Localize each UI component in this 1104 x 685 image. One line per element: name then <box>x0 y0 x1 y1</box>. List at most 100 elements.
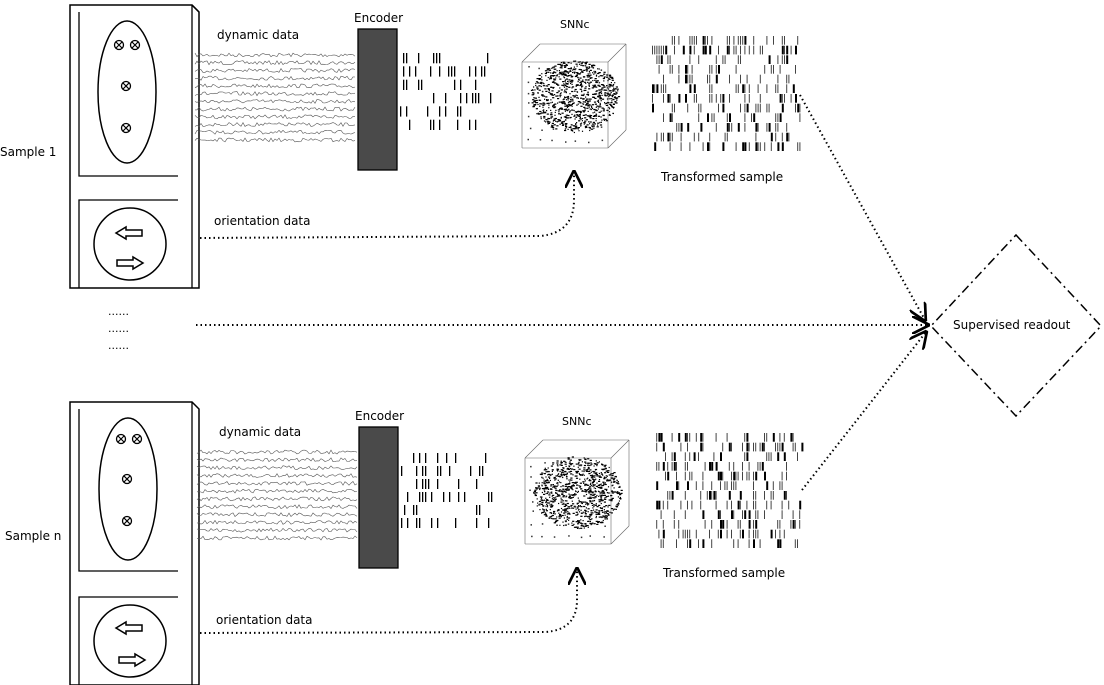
spike <box>475 66 477 77</box>
raster-spike <box>753 45 755 55</box>
raster-spike <box>731 500 732 510</box>
raster-spike <box>691 65 693 74</box>
raster-spike <box>781 142 784 151</box>
raster-spike <box>715 65 717 74</box>
raster-spike <box>689 36 691 45</box>
cross-circle-icon <box>120 122 132 134</box>
raster-spike <box>678 74 680 84</box>
raster-spike <box>753 481 754 490</box>
spike <box>476 505 478 515</box>
raster-spike <box>748 539 750 548</box>
raster-spike <box>748 94 750 103</box>
raster-spike <box>759 45 761 55</box>
raster-spike <box>786 471 787 481</box>
readout-connector-bottom <box>801 332 926 491</box>
raster-spike <box>709 65 711 74</box>
spike <box>406 53 408 64</box>
spike <box>476 518 478 528</box>
raster-spike <box>713 113 715 122</box>
raster-spike <box>781 94 783 103</box>
raster-spike <box>781 442 784 452</box>
raster-spike <box>757 510 759 519</box>
raster-spike <box>792 442 794 452</box>
raster-spike <box>770 452 772 461</box>
raster-spike <box>693 452 696 461</box>
raster-spike <box>660 433 663 442</box>
raster-spike <box>722 55 724 64</box>
raster-spike <box>742 36 744 45</box>
raster-spike <box>673 520 675 529</box>
raster-spike <box>735 471 737 481</box>
spike <box>409 119 411 130</box>
spike <box>475 119 477 130</box>
spike <box>466 93 468 104</box>
raster-spike <box>687 539 688 548</box>
raster-spike <box>755 520 758 529</box>
raster-spike <box>671 113 673 122</box>
spike <box>469 66 471 77</box>
raster-spike <box>654 142 657 151</box>
orientation-data-label: orientation data <box>214 214 311 228</box>
raster-spike <box>671 433 673 442</box>
raster-spike <box>684 452 686 461</box>
raster-spike <box>667 491 669 500</box>
raster-spike <box>737 55 739 64</box>
raster-spike <box>790 45 792 55</box>
spike <box>425 453 427 463</box>
cross-circle-icon <box>131 433 143 445</box>
raster-spike <box>693 45 695 55</box>
raster-spike <box>728 462 730 471</box>
raster-spike <box>799 520 801 529</box>
spike <box>406 79 408 90</box>
raster-spike <box>795 45 797 55</box>
raster-spike <box>737 123 740 132</box>
raster-spike <box>676 481 678 490</box>
raster-spike <box>757 142 759 151</box>
raster-spike <box>766 452 768 461</box>
raster-spike <box>764 491 765 500</box>
signal-trace <box>194 83 356 89</box>
raster-spike <box>678 65 680 74</box>
raster-spike <box>755 471 758 481</box>
raster-spike <box>746 452 749 461</box>
raster-spike <box>742 462 743 471</box>
raster-spike <box>693 94 695 103</box>
raster-spike <box>680 442 682 452</box>
raster-spike <box>799 103 801 113</box>
orientation-connector <box>199 172 574 239</box>
raster-spike <box>757 84 759 93</box>
sensor-ellipse <box>98 417 158 561</box>
raster-spike <box>715 491 717 500</box>
raster-spike <box>709 462 711 471</box>
raster-spike <box>786 123 788 132</box>
spike <box>488 518 490 528</box>
spike <box>413 505 415 515</box>
lower-panel <box>78 596 178 685</box>
raster-spike <box>726 132 728 142</box>
raster-spike <box>770 132 773 142</box>
raster-spike <box>726 36 728 45</box>
raster-spike <box>781 45 784 55</box>
raster-spike <box>720 94 722 103</box>
raster-spike <box>669 142 671 151</box>
raster-spike <box>753 500 754 510</box>
raster-spike <box>777 84 779 93</box>
signal-trace <box>194 68 356 73</box>
raster-spike <box>768 123 771 132</box>
raster-spike <box>755 510 757 519</box>
raster-spike <box>728 491 731 500</box>
raster-spike <box>660 510 662 519</box>
raster-spike <box>687 103 689 113</box>
raster-spike <box>783 491 786 500</box>
raster-spike <box>742 142 745 151</box>
raster-spike <box>794 539 796 548</box>
raster-spike <box>709 491 711 500</box>
raster-spike <box>685 74 687 84</box>
raster-spike <box>775 84 777 93</box>
raster-spike <box>662 539 664 548</box>
right-arrow-icon <box>116 255 145 271</box>
raster-spike <box>724 132 726 142</box>
spike <box>422 479 424 489</box>
raster-spike <box>739 520 741 529</box>
raster-spike <box>684 491 686 500</box>
